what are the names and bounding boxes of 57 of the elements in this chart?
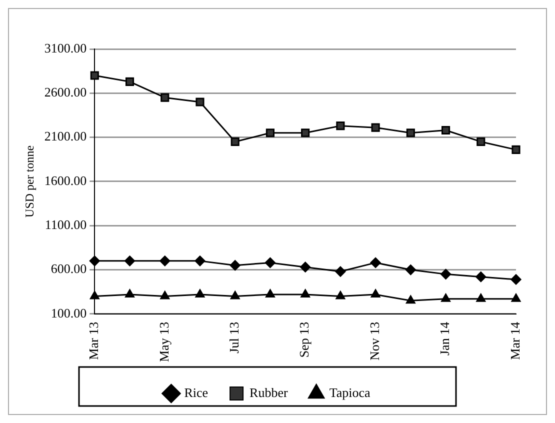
point	[440, 268, 452, 280]
y-tick-label: 2600.00	[44, 84, 87, 100]
point	[370, 257, 381, 268]
point	[300, 262, 311, 272]
point	[511, 294, 521, 302]
point	[90, 71, 99, 80]
point	[476, 272, 486, 282]
legend-label: Tapioca	[329, 384, 371, 400]
point	[266, 289, 275, 298]
y-tick-label: 3100.00	[44, 40, 87, 56]
point	[90, 291, 100, 300]
point	[406, 128, 415, 138]
point	[441, 294, 450, 302]
y-tick-label: 600.00	[50, 261, 87, 276]
x-tick-label: Sep 13	[296, 322, 312, 358]
point	[266, 128, 274, 138]
point	[230, 291, 240, 300]
point	[370, 289, 380, 298]
point	[230, 260, 240, 271]
point	[264, 257, 276, 268]
y-tick-label: 1100.00	[44, 217, 87, 232]
y-tick-label: 2100.00	[44, 128, 87, 144]
point	[230, 137, 240, 146]
x-tick-label: Jul 13	[226, 322, 242, 354]
point	[512, 145, 520, 154]
point	[405, 264, 416, 276]
legend-label: Rice	[184, 384, 208, 400]
point	[195, 289, 205, 298]
point	[160, 93, 170, 102]
point	[194, 256, 206, 266]
point	[89, 256, 100, 266]
point	[124, 256, 136, 266]
x-tick-label: May 13	[156, 322, 172, 362]
point	[160, 256, 170, 266]
y-tick-label: 100.00	[50, 305, 87, 320]
x-tick-label: Nov 13	[366, 322, 382, 361]
x-tick-label: Mar 14	[507, 321, 522, 360]
point	[406, 295, 416, 304]
y-tick-label: 1600.00	[44, 172, 87, 188]
point	[441, 126, 450, 135]
x-tick-label: Jan 14	[437, 321, 452, 356]
point	[476, 137, 486, 146]
point	[476, 294, 486, 302]
point	[510, 274, 522, 285]
x-tick-label: Mar 13	[86, 322, 102, 360]
point	[336, 122, 345, 130]
y-axis-title: USD per tonne	[22, 145, 36, 218]
point	[300, 289, 310, 298]
legend-label: Rubber	[250, 384, 288, 400]
point	[125, 77, 134, 86]
point	[301, 128, 310, 138]
point	[160, 291, 170, 300]
point	[125, 289, 134, 298]
point	[371, 123, 380, 132]
point	[335, 266, 346, 277]
point	[336, 291, 346, 300]
point	[196, 98, 204, 106]
